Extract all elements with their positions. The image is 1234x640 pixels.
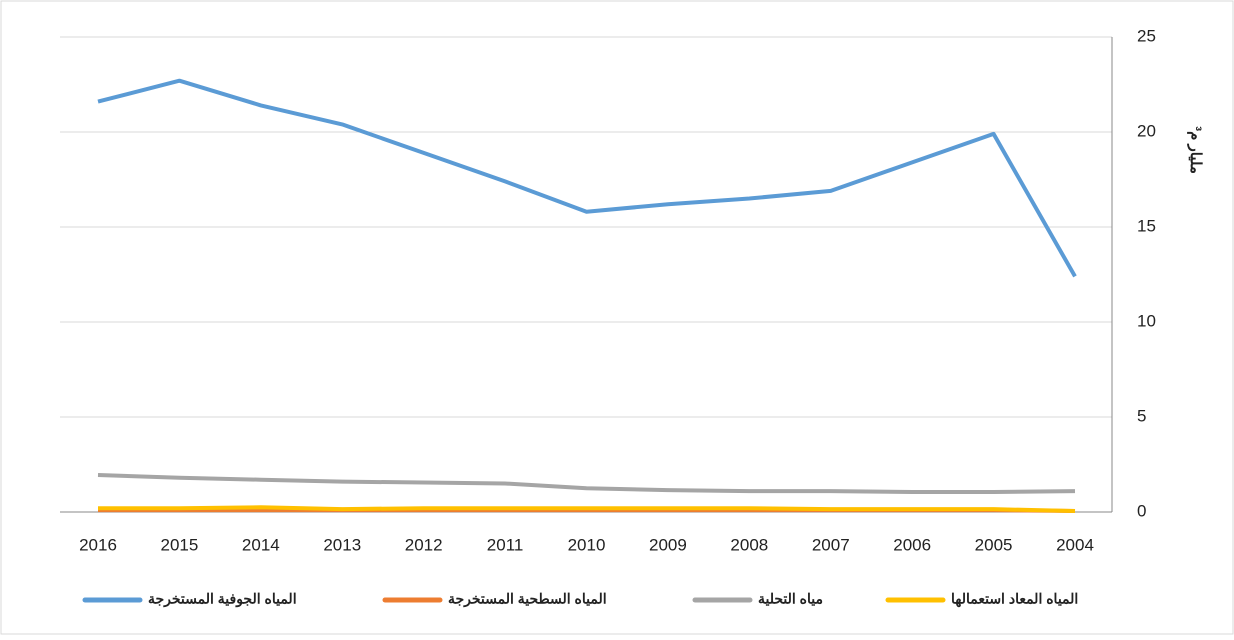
line-series: [98, 505, 1076, 514]
x-tick-label: 2009: [649, 535, 687, 554]
x-tick-label: 2008: [730, 535, 768, 554]
line-series: [97, 472, 1076, 495]
legend-label: المياه الجوفية المستخرجة: [148, 591, 297, 608]
x-tick-label: 2013: [323, 535, 361, 554]
y-tick-label: 15: [1137, 216, 1156, 235]
y-tick-label: 20: [1137, 121, 1156, 140]
legend-label: المياه السطحية المستخرجة: [448, 591, 607, 608]
y-tick-label: 25: [1137, 26, 1156, 45]
y-tick-label: 5: [1137, 406, 1146, 425]
x-tick-label: 2005: [975, 535, 1013, 554]
x-tick-label: 2010: [568, 535, 606, 554]
legend-label: مياه التحلية: [758, 591, 823, 607]
line-series: [97, 78, 1077, 278]
legend-label: المياه المعاد استعمالها: [951, 591, 1078, 608]
x-tick-label: 2004: [1056, 535, 1094, 554]
x-tick-label: 2015: [161, 535, 199, 554]
x-tick-label: 2016: [79, 535, 117, 554]
x-tick-label: 2012: [405, 535, 443, 554]
x-tick-label: 2011: [487, 535, 524, 554]
x-tick-label: 2006: [893, 535, 931, 554]
x-tick-label: 2007: [812, 535, 850, 554]
x-tick-label: 2014: [242, 535, 280, 554]
y-tick-label: 0: [1137, 501, 1146, 520]
y-axis-label: مليار م³: [1187, 126, 1204, 174]
y-tick-label: 10: [1137, 311, 1156, 330]
